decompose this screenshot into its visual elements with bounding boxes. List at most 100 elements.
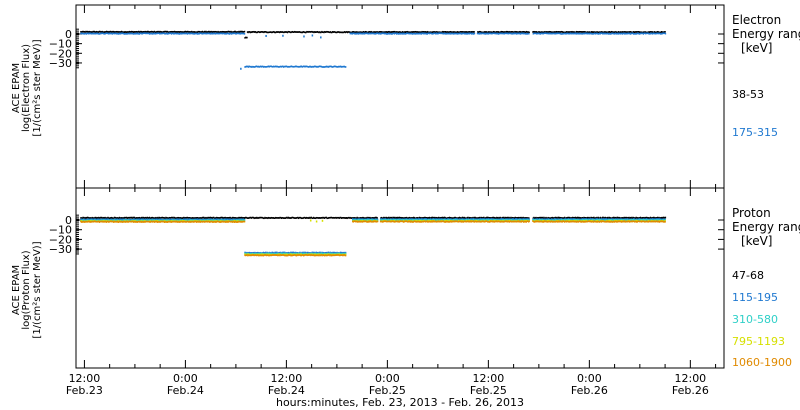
data-point (664, 32, 666, 34)
data-point (624, 30, 626, 33)
data-point (401, 31, 403, 34)
data-point (578, 219, 580, 221)
data-point (118, 216, 121, 219)
data-point (191, 30, 193, 33)
data-point (537, 218, 539, 221)
data-point (302, 217, 304, 220)
data-point (496, 32, 499, 35)
data-point (580, 217, 582, 219)
data-point (595, 219, 598, 221)
data-point (542, 219, 544, 222)
data-point (271, 65, 273, 68)
data-point (554, 216, 556, 219)
data-point (506, 32, 509, 35)
data-point (196, 31, 199, 33)
data-point (205, 32, 207, 35)
data-point (208, 217, 210, 219)
data-point (587, 32, 589, 35)
data-point (443, 216, 446, 219)
data-point (166, 219, 168, 222)
data-point (173, 30, 176, 33)
data-point (291, 30, 294, 33)
data-point (198, 220, 200, 222)
data-point (551, 216, 553, 219)
data-point (509, 220, 511, 222)
data-point (98, 216, 100, 219)
data-point (231, 33, 233, 35)
data-point (199, 220, 201, 222)
data-point (579, 32, 582, 35)
data-point (161, 31, 163, 34)
data-point (211, 32, 213, 35)
data-point (457, 31, 460, 34)
data-point (467, 219, 470, 221)
data-point (419, 31, 422, 33)
data-point (110, 32, 112, 35)
data-point (459, 217, 461, 219)
data-point (138, 218, 140, 221)
data-point (356, 32, 358, 35)
data-point (96, 216, 98, 219)
data-point (382, 219, 384, 221)
data-point (234, 32, 236, 35)
data-point (579, 218, 581, 221)
data-point (115, 217, 118, 220)
data-point (195, 32, 197, 35)
data-point (230, 217, 232, 220)
data-point (126, 33, 128, 35)
data-point (501, 218, 503, 220)
data-point (568, 32, 570, 35)
data-point (394, 32, 396, 35)
data-point (495, 219, 498, 222)
data-point (143, 220, 146, 222)
data-point (452, 31, 454, 34)
data-point (280, 66, 282, 68)
data-point (120, 217, 123, 219)
data-point (246, 65, 248, 68)
data-point (292, 65, 294, 68)
data-point (275, 251, 277, 254)
data-point (288, 66, 290, 68)
data-point (269, 65, 271, 68)
data-point (655, 31, 657, 34)
data-point (588, 216, 590, 219)
data-point (267, 65, 270, 68)
data-point (581, 217, 583, 219)
data-point (229, 32, 231, 35)
series-115-195 (80, 218, 666, 254)
data-point (153, 30, 156, 33)
data-point (454, 216, 456, 219)
data-point (315, 253, 318, 255)
data-point (252, 216, 254, 219)
data-point (367, 220, 369, 222)
data-point (173, 30, 175, 33)
data-point (322, 251, 325, 254)
data-point (359, 220, 362, 222)
data-point (588, 218, 590, 220)
data-point (639, 32, 641, 35)
data-point (146, 218, 148, 221)
data-point (183, 32, 186, 35)
data-point (80, 217, 83, 219)
data-point (554, 32, 556, 35)
data-point (177, 30, 179, 33)
data-point (318, 251, 320, 254)
data-point (552, 31, 554, 33)
data-point (429, 31, 431, 33)
data-point (600, 31, 602, 33)
data-point (283, 31, 285, 34)
data-point (424, 219, 427, 222)
data-point (81, 31, 83, 33)
data-point (450, 216, 452, 219)
data-point (208, 31, 211, 33)
data-point (219, 32, 221, 35)
data-point (578, 31, 580, 33)
data-point (512, 218, 514, 220)
data-point (488, 31, 490, 33)
data-point (100, 31, 103, 33)
data-point (284, 31, 286, 33)
data-point (368, 216, 370, 219)
data-point (639, 219, 641, 221)
data-point (535, 31, 538, 33)
data-point (295, 217, 298, 219)
